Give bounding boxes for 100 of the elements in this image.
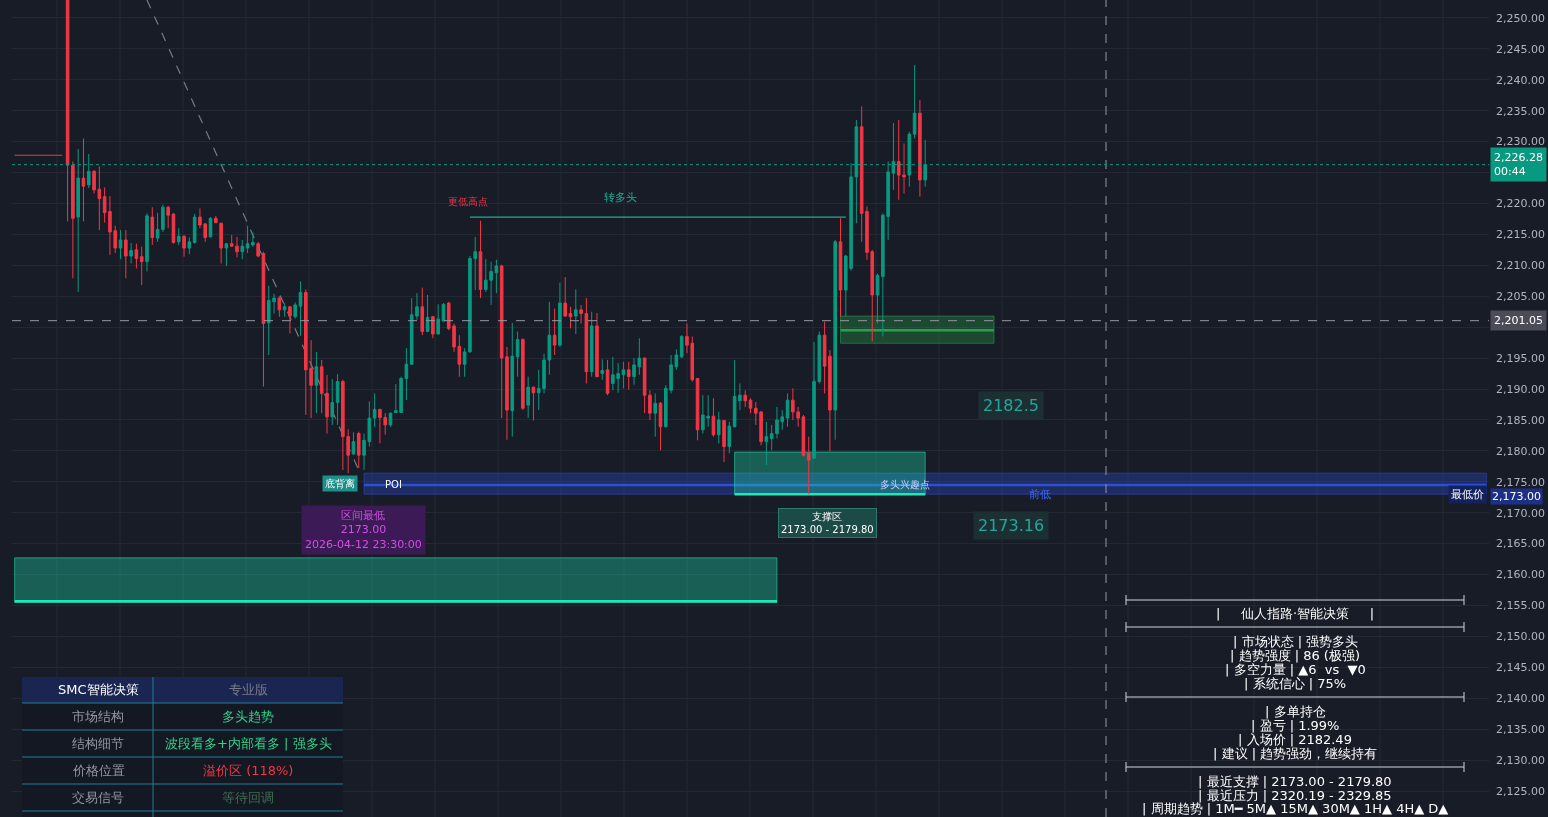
- candlestick: [521, 337, 525, 411]
- y-tick-label: 2,235.00: [1496, 104, 1545, 118]
- candlestick: [716, 411, 721, 444]
- annotation: 底背离: [325, 478, 355, 489]
- candlestick: [420, 287, 425, 336]
- candlestick: [330, 378, 335, 426]
- annotation: 多头兴趣点: [880, 479, 930, 490]
- candlestick: [695, 377, 700, 441]
- annotation: 专业版: [229, 682, 268, 697]
- y-tick-label: 2,195.00: [1496, 351, 1545, 365]
- annotation: | 盈亏 | 1.99%: [1251, 718, 1340, 733]
- candlestick: [838, 217, 843, 318]
- annotation: 等待回调: [222, 790, 274, 805]
- ref-line-label: 2,201.05: [1494, 314, 1543, 327]
- candlestick: [166, 205, 170, 229]
- candlestick: [282, 302, 287, 318]
- annotation: 2182.5: [983, 396, 1039, 415]
- y-tick-label: 2,130.00: [1496, 753, 1545, 767]
- candlestick: [356, 431, 361, 469]
- y-tick-label: 2,245.00: [1496, 42, 1545, 56]
- candlestick: [833, 239, 837, 441]
- candlestick: [176, 227, 181, 246]
- annotation: | 最近支撑 | 2173.00 - 2179.80: [1198, 774, 1392, 789]
- candlestick: [563, 276, 568, 318]
- y-tick-label: 2,250.00: [1496, 11, 1545, 25]
- candlestick: [192, 213, 197, 245]
- candlestick: [785, 392, 790, 428]
- candlestick: [277, 295, 282, 318]
- y-tick-label: 2,210.00: [1496, 259, 1545, 273]
- annotation: 更低高点: [448, 196, 488, 207]
- candlestick: [552, 308, 557, 356]
- annotation: 支撑区 2173.00 - 2179.80: [781, 511, 874, 535]
- annotation: 最低价: [1451, 488, 1484, 501]
- y-tick-label: 2,230.00: [1496, 135, 1545, 149]
- y-tick-label: 2,155.00: [1496, 599, 1545, 613]
- candlestick: [568, 306, 573, 329]
- y-tick-label: 2,125.00: [1496, 784, 1545, 798]
- y-tick-label: 2,145.00: [1496, 661, 1545, 675]
- candlestick: [81, 138, 86, 222]
- candlestick: [727, 421, 732, 454]
- y-tick-label: 2,215.00: [1496, 228, 1545, 242]
- candlestick: [679, 334, 684, 359]
- candlestick: [124, 229, 128, 279]
- candlestick: [372, 392, 377, 428]
- candlestick: [574, 288, 578, 335]
- annotation: | 仙人指路·智能决策 |: [1216, 606, 1375, 621]
- candlestick: [526, 376, 530, 419]
- candlestick: [351, 431, 356, 456]
- y-tick-label: 2,165.00: [1496, 537, 1545, 551]
- annotation: | 多空力量 | ▲6 vs ▼0: [1225, 662, 1366, 677]
- candlestick: [806, 436, 811, 495]
- annotation: | 最近压力 | 2320.19 - 2329.85: [1198, 788, 1392, 803]
- candlestick: [388, 412, 393, 428]
- candlestick: [658, 401, 663, 451]
- candlestick: [214, 215, 218, 224]
- candlestick: [589, 311, 594, 378]
- y-tick-label: 2,180.00: [1496, 444, 1545, 458]
- y-tick-label: 2,150.00: [1496, 630, 1545, 644]
- y-tick-label: 2,220.00: [1496, 197, 1545, 211]
- ref-line-label: 2,226.28 00:44: [1494, 151, 1543, 179]
- candlestick: [182, 234, 186, 258]
- annotation: | 入场价 | 2182.49: [1238, 732, 1352, 747]
- text: 2,173.00: [1492, 490, 1541, 503]
- y-tick-label: 2,135.00: [1496, 723, 1545, 737]
- annotation: | 多单持仓: [1265, 704, 1326, 719]
- annotation: 转多头: [604, 191, 637, 204]
- annotation: 多头趋势: [222, 709, 274, 724]
- candlestick: [293, 301, 298, 320]
- candlestick: [510, 322, 515, 438]
- candlestick: [626, 361, 631, 391]
- candlestick: [558, 282, 562, 348]
- candlestick: [743, 389, 747, 408]
- candlestick: [261, 251, 266, 388]
- annotation: 前低: [1029, 488, 1051, 501]
- y-tick-label: 2,175.00: [1496, 475, 1545, 489]
- annotation: | 建议 | 趋势强劲，继续持有: [1213, 746, 1378, 761]
- candlestick: [748, 397, 753, 414]
- candlestick: [600, 358, 605, 381]
- candlestick: [918, 99, 922, 198]
- candlestick: [653, 392, 658, 438]
- candlestick: [335, 373, 340, 426]
- candlestick: [912, 64, 917, 140]
- candlestick: [240, 239, 245, 260]
- candlestick: [515, 331, 520, 378]
- candlestick: [595, 312, 599, 378]
- y-tick-label: 2,240.00: [1496, 73, 1545, 87]
- annotation: 2173.16: [978, 516, 1045, 535]
- candlestick: [478, 220, 483, 299]
- y-tick-label: 2,185.00: [1496, 413, 1545, 427]
- candlestick: [431, 315, 435, 339]
- annotation: 价格位置: [72, 763, 125, 778]
- candlestick: [298, 280, 303, 337]
- y-tick-label: 2,205.00: [1496, 290, 1545, 304]
- candlestick: [219, 222, 223, 264]
- y-tick-label: 2,190.00: [1496, 382, 1545, 396]
- y-tick-label: 2,140.00: [1496, 692, 1545, 706]
- annotation: POI: [385, 479, 402, 490]
- annotation: 波段看多+内部看多 | 强多头: [165, 736, 332, 751]
- candlestick: [436, 303, 440, 336]
- candlestick: [764, 421, 769, 466]
